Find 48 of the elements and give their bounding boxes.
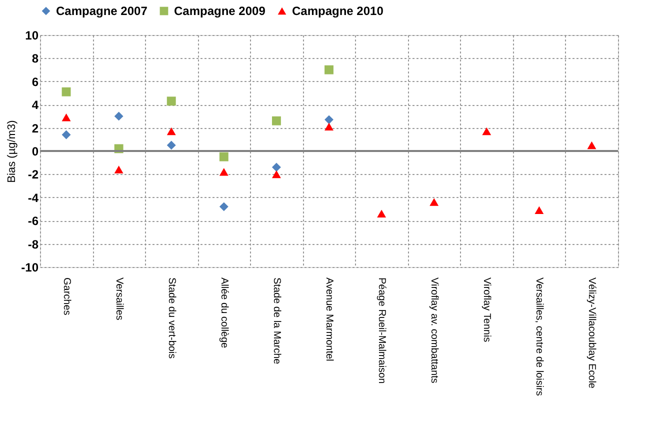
point [430,198,439,206]
y-tick-label: 6 [32,74,39,89]
point [166,127,176,136]
x-tick-label: Allée du collège [218,278,230,349]
y-tick-label: 4 [32,98,39,112]
point [114,166,124,174]
x-tick-label: Garches [60,278,72,316]
point [219,202,228,212]
y-tick-label: 2 [32,121,39,136]
point [62,87,71,96]
y-tick-label: 8 [32,52,39,66]
point [534,206,544,214]
legend-label: Campagne 2007 [56,4,148,18]
x-tick-label: Péage Rueil-Malmaison [376,278,388,384]
legend-label: Campagne 2009 [174,4,266,18]
point [62,130,71,140]
y-tick-label: -2 [28,168,39,182]
point [219,168,228,176]
point [482,127,492,136]
x-tick-label: Versailles [113,278,124,320]
x-tick-label: Stade de la Marche [270,278,282,365]
point [272,116,281,126]
legend-label: Campagne 2010 [292,4,384,18]
point [324,65,334,74]
point [114,112,124,121]
y-axis-title: Bias (µg/m3) [6,120,18,183]
point [272,170,281,178]
point [62,113,71,122]
point [219,152,228,162]
point [166,96,176,106]
point [377,210,386,218]
point [166,140,176,150]
x-tick-label: Viroflay Tennis [481,278,492,342]
point [324,115,334,124]
y-tick-label: 10 [25,28,39,42]
x-tick-label: Vélizy-Villacoublay Ecole [586,278,598,389]
y-tick-label: -6 [28,214,39,228]
point [587,141,596,150]
y-tick-label: -10 [21,260,39,274]
point [324,122,334,131]
x-tick-label: Avenue Marmontel [324,278,334,362]
y-tick-label: -8 [28,237,39,252]
x-tick-label: Versailles, centre de loisirs [534,278,545,396]
x-tick-label: Viroflay av. combattants [428,278,440,384]
y-tick-label: -4 [28,190,39,205]
y-tick-label: 0 [32,144,39,158]
point [272,162,281,172]
x-tick-label: Stade du vert-bois [166,278,177,359]
